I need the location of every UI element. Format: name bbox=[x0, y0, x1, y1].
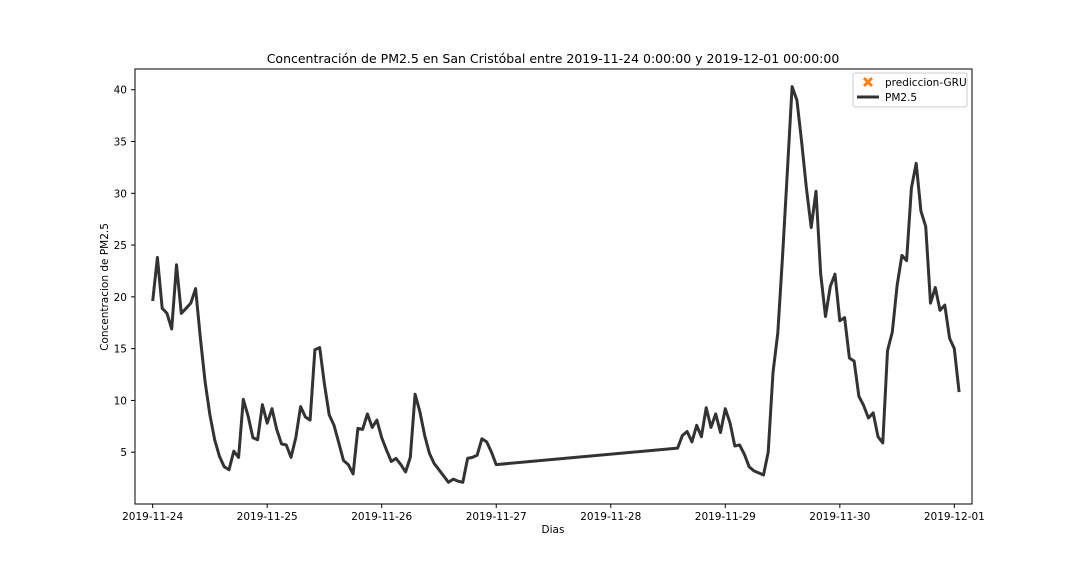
y-tick-label: 5 bbox=[120, 447, 127, 459]
y-tick-label: 10 bbox=[114, 395, 127, 407]
x-tick-label: 2019-11-29 bbox=[695, 511, 756, 523]
series-layer bbox=[151, 85, 961, 484]
x-tick-label: 2019-12-01 bbox=[924, 511, 985, 523]
x-axis-ticks: 2019-11-24 2019-11-25 2019-11-26 2019-11-27… bbox=[122, 504, 985, 523]
y-tick-label: 15 bbox=[114, 344, 127, 356]
legend-box bbox=[852, 72, 968, 108]
series-line-pm25 bbox=[151, 85, 961, 484]
y-axis-title: Concentracion de PM2.5 bbox=[99, 223, 111, 351]
plot-area: 2019-11-24 2019-11-25 2019-11-26 2019-11-27… bbox=[114, 68, 985, 523]
legend-label-pm25: PM2.5 bbox=[885, 92, 917, 104]
y-axis-ticks: 5 10 15 20 25 30 35 40 bbox=[114, 85, 135, 459]
x-tick-label: 2019-11-26 bbox=[351, 511, 412, 523]
y-tick-label: 25 bbox=[114, 240, 127, 252]
x-marker-icon bbox=[862, 76, 874, 88]
x-tick-label: 2019-11-28 bbox=[580, 511, 641, 523]
x-tick-label: 2019-11-24 bbox=[122, 511, 183, 523]
legend-entry-pm25: PM2.5 bbox=[857, 92, 917, 104]
chart-title: Concentración de PM2.5 en San Cristóbal … bbox=[267, 51, 840, 66]
x-tick-label: 2019-11-25 bbox=[237, 511, 298, 523]
x-tick-label: 2019-11-30 bbox=[809, 511, 870, 523]
plot-frame bbox=[134, 68, 973, 505]
x-tick-label: 2019-11-27 bbox=[466, 511, 527, 523]
legend: prediccion-GRU PM2.5 bbox=[852, 72, 968, 108]
y-tick-label: 35 bbox=[114, 137, 127, 149]
y-tick-label: 40 bbox=[114, 85, 127, 97]
legend-label-prediccion-gru: prediccion-GRU bbox=[885, 77, 967, 89]
x-axis-title: Dias bbox=[542, 524, 565, 536]
y-tick-label: 30 bbox=[114, 188, 127, 200]
legend-entry-prediccion-gru: prediccion-GRU bbox=[862, 76, 967, 89]
y-tick-label: 20 bbox=[114, 292, 127, 304]
